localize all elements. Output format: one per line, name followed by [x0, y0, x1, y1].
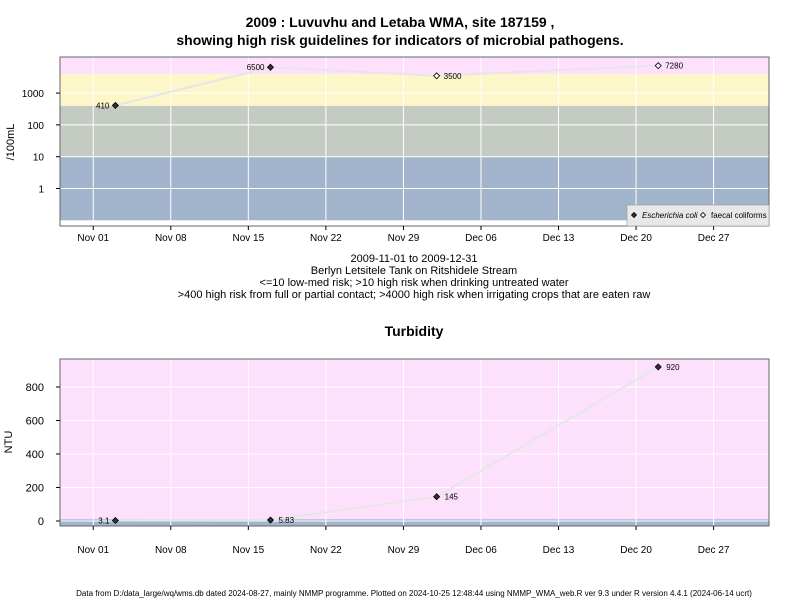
- y-tick-label-bottom-4: 800: [26, 382, 44, 394]
- turbidity-point-2: [433, 493, 441, 501]
- turbidity-label-0: 3.1: [98, 516, 110, 525]
- turbidity-label-1: 5.83: [278, 516, 294, 525]
- turbidity-point-0: [111, 516, 119, 525]
- data-label-0-0: 410: [96, 101, 110, 110]
- risk-band-3: [60, 57, 769, 74]
- chart-subtitle: showing high risk guidelines for indicat…: [176, 32, 624, 48]
- series-line-turbidity: [115, 366, 659, 522]
- turbidity-point-3: [654, 363, 662, 371]
- x-tick-label-top-8: Dec 27: [698, 233, 730, 244]
- point-0-1: [266, 63, 275, 71]
- turbidity-point-1: [266, 516, 275, 524]
- x-tick-label-top-5: Dec 06: [465, 233, 497, 244]
- legend-label-faecal: faecal coliforms: [711, 211, 767, 220]
- x-tick-label-bottom-6: Dec 13: [543, 545, 575, 556]
- data-label-1-0: 3500: [444, 72, 462, 81]
- turbidity-band-high: [60, 359, 769, 520]
- legend-label-ecoli: Escherichia coli: [642, 211, 698, 220]
- x-tick-label-bottom-2: Nov 15: [232, 545, 264, 556]
- series-line-top: [115, 64, 659, 107]
- legend-box: [626, 204, 770, 227]
- x-tick-label-top-1: Nov 08: [155, 233, 187, 244]
- x-tick-label-top-2: Nov 15: [232, 233, 264, 244]
- turbidity-label-3: 920: [666, 363, 680, 372]
- turbidity-label-2: 145: [445, 493, 459, 502]
- turbidity-band-low: [60, 519, 769, 526]
- data-label-0-1: 6500: [247, 63, 265, 72]
- caption-date-range: 2009-11-01 to 2009-12-31: [350, 253, 478, 265]
- x-tick-label-top-4: Nov 29: [388, 233, 420, 244]
- y-tick-label-top-3: 1000: [22, 89, 45, 100]
- y-axis-label-top: /100mL: [5, 124, 17, 161]
- x-tick-label-top-3: Nov 22: [310, 233, 342, 244]
- x-tick-label-bottom-4: Nov 29: [388, 545, 420, 556]
- x-tick-label-top-6: Dec 13: [543, 233, 575, 244]
- data-label-1-1: 7280: [665, 62, 683, 71]
- y-tick-label-top-0: 1: [38, 185, 44, 196]
- plot-frame-top: [59, 56, 770, 227]
- x-tick-label-bottom-5: Dec 06: [465, 545, 497, 556]
- caption-contact-risk: >400 high risk from full or partial cont…: [177, 289, 651, 301]
- turbidity-title: Turbidity: [384, 323, 444, 339]
- legend-marker-ecoli: [630, 211, 638, 219]
- risk-band-2: [60, 73, 769, 106]
- point-1-0: [433, 72, 441, 80]
- x-tick-label-bottom-8: Dec 27: [698, 545, 730, 556]
- point-1-1: [654, 62, 662, 70]
- y-tick-label-bottom-2: 400: [26, 449, 44, 461]
- risk-band-1: [60, 105, 769, 157]
- y-tick-label-bottom-1: 200: [26, 483, 44, 495]
- x-tick-label-bottom-3: Nov 22: [310, 545, 342, 556]
- y-tick-label-bottom-0: 0: [38, 516, 44, 528]
- caption-drinking-risk: <=10 low-med risk; >10 high risk when dr…: [259, 277, 569, 289]
- x-tick-label-top-7: Dec 20: [620, 233, 652, 244]
- y-tick-label-top-1: 10: [33, 153, 45, 164]
- x-tick-label-bottom-0: Nov 01: [77, 545, 109, 556]
- x-tick-label-bottom-7: Dec 20: [620, 545, 652, 556]
- caption-site: Berlyn Letsitele Tank on Ritshidele Stre…: [310, 265, 518, 277]
- legend-marker-faecal: [699, 211, 707, 219]
- y-tick-label-bottom-3: 600: [26, 416, 44, 428]
- y-axis-label-bottom: NTU: [3, 431, 15, 454]
- y-tick-label-top-2: 100: [27, 121, 44, 132]
- footer-note: Data from D:/data_large/wq/wms.db dated …: [76, 589, 752, 598]
- point-0-0: [111, 101, 119, 109]
- x-tick-label-top-0: Nov 01: [77, 233, 109, 244]
- plot-frame-bottom: [59, 358, 770, 527]
- x-tick-label-bottom-1: Nov 08: [155, 545, 187, 556]
- chart-title: 2009 : Luvuvhu and Letaba WMA, site 1871…: [245, 14, 555, 30]
